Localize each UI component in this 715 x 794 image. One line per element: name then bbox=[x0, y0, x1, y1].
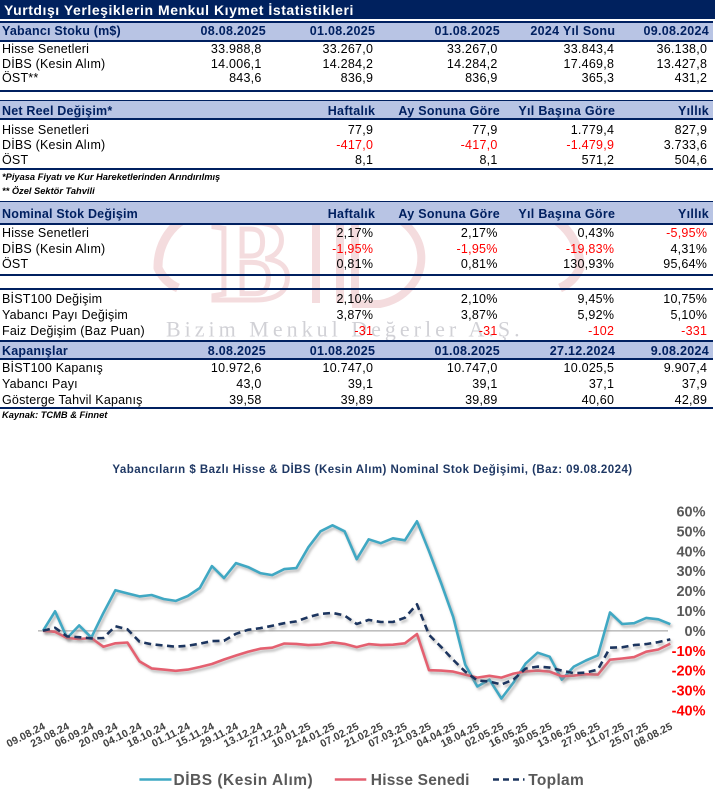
svg-text:-40%: -40% bbox=[672, 704, 706, 720]
svg-text:Hisse Senedi: Hisse Senedi bbox=[371, 772, 470, 789]
svg-text:50%: 50% bbox=[676, 524, 705, 540]
svg-text:-30%: -30% bbox=[672, 684, 706, 700]
svg-text:20%: 20% bbox=[676, 584, 705, 600]
svg-text:0%: 0% bbox=[685, 624, 706, 640]
svg-text:Bizim Menkul Değerler A.Ş.: Bizim Menkul Değerler A.Ş. bbox=[166, 317, 524, 342]
svg-text:-10%: -10% bbox=[672, 644, 706, 660]
svg-text:40%: 40% bbox=[676, 544, 705, 560]
svg-text:-20%: -20% bbox=[672, 664, 706, 680]
svg-text:60%: 60% bbox=[676, 505, 705, 521]
svg-text:30%: 30% bbox=[676, 564, 705, 580]
svg-text:DİBS (Kesin Alım): DİBS (Kesin Alım) bbox=[174, 772, 314, 789]
svg-text:Yabancıların $ Bazlı Hisse & D: Yabancıların $ Bazlı Hisse & DİBS (Kesin… bbox=[112, 463, 632, 476]
svg-text:Toplam: Toplam bbox=[528, 772, 584, 789]
svg-text:10%: 10% bbox=[676, 604, 705, 620]
